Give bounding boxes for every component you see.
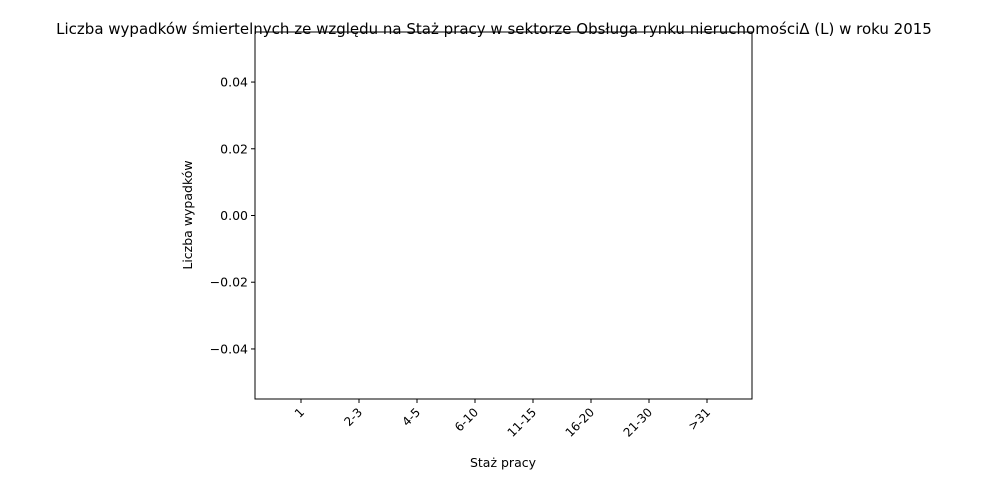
x-tick-label: 21-30 <box>621 405 656 440</box>
x-tick-label: >31 <box>685 405 713 433</box>
y-tick-label: −0.02 <box>210 275 248 290</box>
x-tick-label: 11-15 <box>505 405 540 440</box>
y-tick-label: −0.04 <box>210 341 248 356</box>
x-axis: 1 2-3 4-5 6-10 11-15 16-20 21-30 >31 <box>292 399 713 440</box>
chart-title: Liczba wypadków śmiertelnych ze względu … <box>56 20 932 38</box>
y-tick-label: 0.02 <box>220 141 248 156</box>
y-tick-label: 0.00 <box>220 208 248 223</box>
y-axis-label: Liczba wypadków <box>180 160 195 269</box>
x-tick-label: 4-5 <box>399 405 423 429</box>
y-axis: −0.04 −0.02 0.00 0.02 0.04 <box>210 75 255 356</box>
x-axis-label: Staż pracy <box>470 455 537 470</box>
x-tick-label: 1 <box>292 405 307 420</box>
y-tick-label: 0.04 <box>220 75 248 90</box>
x-tick-label: 16-20 <box>563 405 598 440</box>
x-tick-label: 6-10 <box>452 405 481 434</box>
x-tick-label: 2-3 <box>341 405 365 429</box>
plot-area <box>254 31 753 400</box>
